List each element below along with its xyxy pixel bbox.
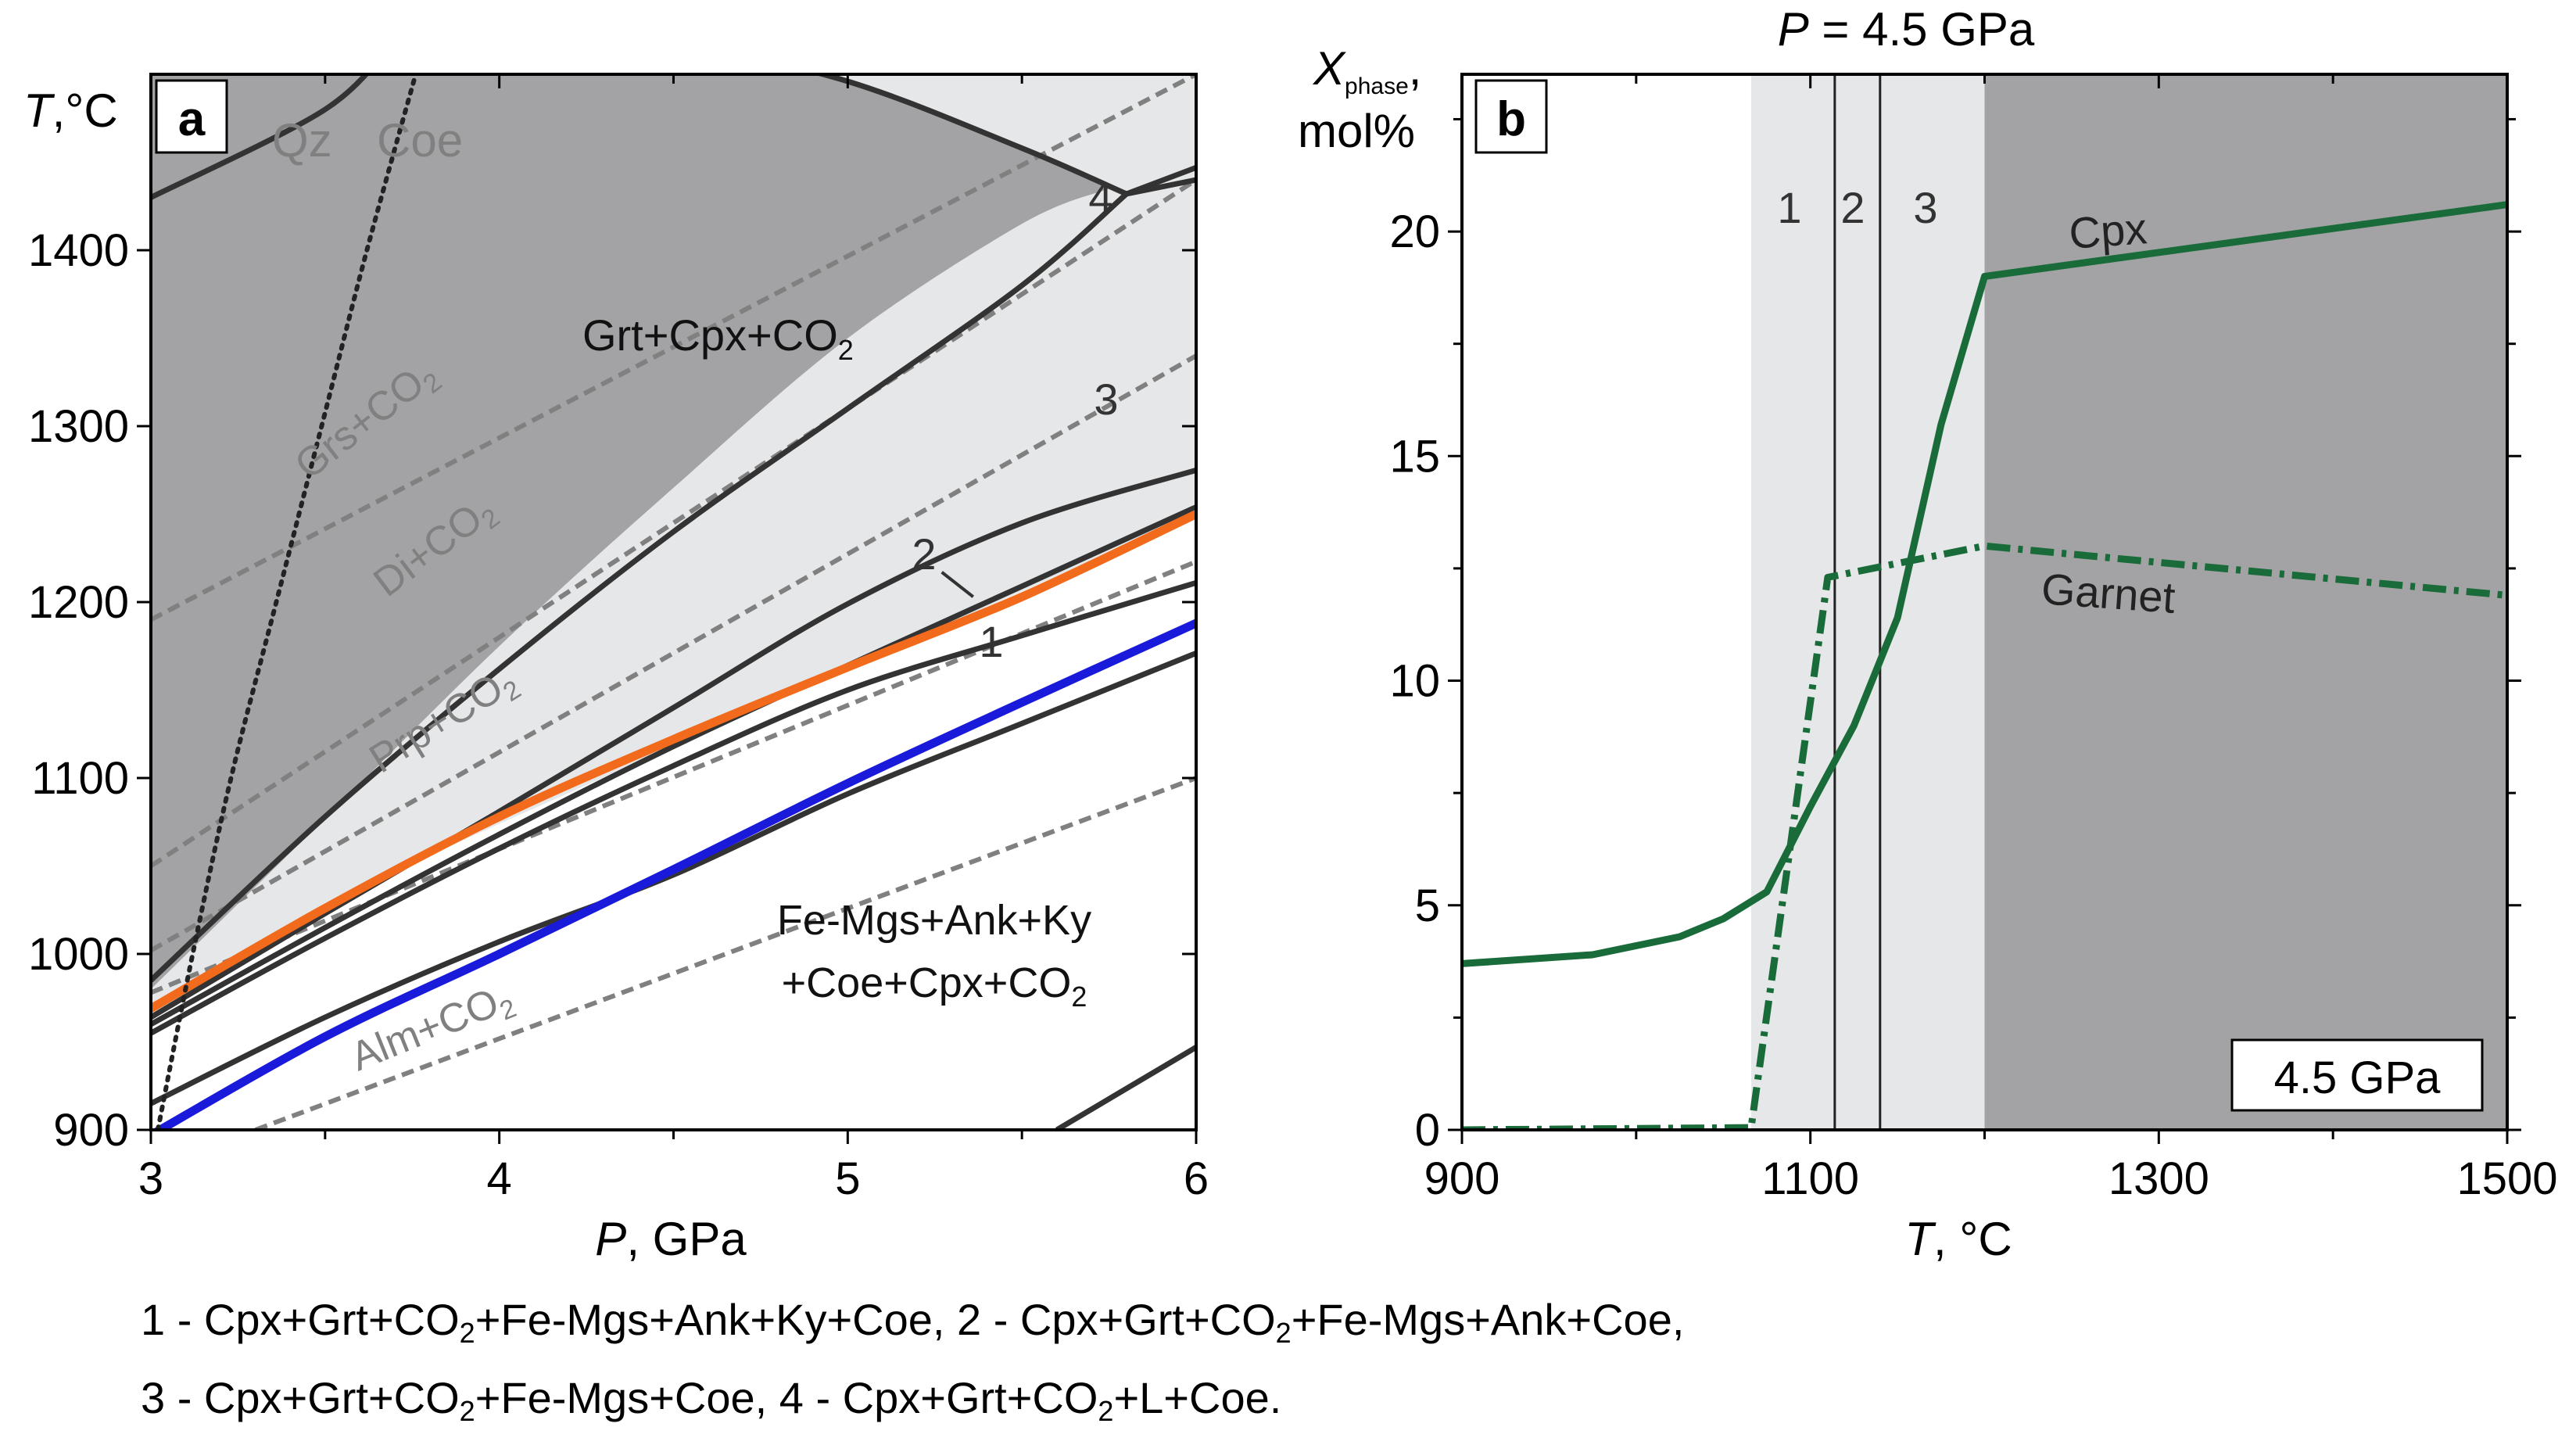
assemblage-label-line1: Fe-Mgs+Ank+Ky bbox=[777, 897, 1091, 944]
y-axis-label-b-unit: mol% bbox=[1298, 105, 1415, 157]
x-tick-label: 5 bbox=[835, 1153, 860, 1204]
field-boundaries bbox=[1833, 74, 1882, 1130]
qz-label: Qz bbox=[272, 114, 332, 167]
label-2-leader bbox=[940, 571, 975, 598]
y-tick-label: 20 bbox=[1389, 206, 1440, 257]
region-label-2: 2 bbox=[1840, 183, 1865, 232]
region-label-1: 1 bbox=[1777, 183, 1801, 232]
x-axis-label-a: P, GPa bbox=[595, 1213, 747, 1265]
x-axis-label-b: T, °C bbox=[1904, 1213, 2012, 1265]
y-tick-label: 900 bbox=[53, 1105, 129, 1156]
caption-subscript: 2 bbox=[459, 1317, 475, 1349]
panel-label-a: a bbox=[178, 92, 206, 146]
caption-text: +Fe-Mgs+Ank+Coe, bbox=[1291, 1295, 1685, 1344]
x-tick-label: 6 bbox=[1184, 1153, 1209, 1204]
field-number-3: 3 bbox=[1094, 375, 1118, 424]
caption-line-1: 1 - Cpx+Grt+CO2+Fe-Mgs+Ank+Ky+Coe, 2 - C… bbox=[141, 1294, 1684, 1350]
assemblage-label-line2: +Coe+Cpx+CO2 bbox=[782, 959, 1087, 1013]
y-tick-label: 1100 bbox=[31, 753, 129, 804]
pressure-box-label: 4.5 GPa bbox=[2274, 1052, 2442, 1103]
y-tick-label: 10 bbox=[1389, 656, 1440, 707]
boundary-line-8 bbox=[151, 651, 1196, 1106]
y-tick-label: 1400 bbox=[28, 225, 129, 276]
panel-b-title: P = 4.5 GPa bbox=[1778, 3, 2035, 56]
caption-text: +Fe-Mgs+Ank+Ky+Coe, 2 - Cpx+Grt+CO bbox=[475, 1295, 1276, 1344]
cpx-curve bbox=[1462, 201, 2507, 967]
orange-solidus-line bbox=[151, 510, 1196, 1013]
x-tick-label: 900 bbox=[1424, 1153, 1500, 1204]
x-tick-label: 1100 bbox=[1761, 1153, 1859, 1204]
caption-text: 3 - Cpx+Grt+CO bbox=[141, 1373, 460, 1422]
caption-subscript: 2 bbox=[1275, 1317, 1292, 1349]
field-number-2: 2 bbox=[912, 529, 936, 579]
y-tick-label: 5 bbox=[1415, 880, 1440, 931]
dashed-line-3 bbox=[151, 353, 1196, 953]
boundary-line-2 bbox=[812, 74, 1128, 197]
x-tick-label: 3 bbox=[138, 1153, 163, 1204]
panel-label-box bbox=[155, 79, 228, 154]
pressure-box bbox=[2230, 1038, 2484, 1112]
field-label-grt-cpx-co2: Grt+Cpx+CO2 bbox=[582, 310, 854, 366]
axis-ticks: 3 4 5 6 900 1000 1100 1200 1300 1400 bbox=[28, 74, 1209, 1204]
field-number-1: 1 bbox=[979, 617, 1003, 666]
axis-ticks: 900 1100 1300 1500 0 5 10 15 20 bbox=[1389, 74, 2558, 1204]
shaded-regions bbox=[1750, 74, 2507, 1130]
panel-a: 3 4 5 6 900 1000 1100 1200 1300 1400 a Qz Coe Grt… bbox=[23, 73, 1209, 1265]
caption-text: +Fe-Mgs+Coe, 4 - Cpx+Grt+CO bbox=[475, 1373, 1098, 1422]
dashed-line-2 bbox=[151, 177, 1196, 869]
boundary-line-9 bbox=[1055, 1045, 1196, 1130]
phase-boundaries bbox=[151, 74, 1196, 1130]
field-number-4: 4 bbox=[1088, 173, 1112, 222]
caption-subscript: 2 bbox=[459, 1395, 475, 1427]
series-label-garnet: Garnet bbox=[2040, 564, 2177, 622]
light-region bbox=[1750, 74, 1985, 1130]
qz-coe-line bbox=[155, 74, 418, 1130]
caption-subscript: 2 bbox=[1098, 1395, 1114, 1427]
panel-label-b: b bbox=[1496, 92, 1526, 146]
solidus-lines bbox=[151, 510, 1196, 1130]
series-label-cpx: Cpx bbox=[2067, 203, 2148, 258]
region-label-3: 3 bbox=[1913, 183, 1937, 232]
blue-solidus-line bbox=[151, 619, 1196, 1130]
y-tick-label: 1000 bbox=[28, 929, 129, 980]
alm-co2-label: Alm+CO2 bbox=[345, 974, 521, 1085]
caption-text: 1 - Cpx+Grt+CO bbox=[141, 1295, 460, 1344]
boundary-line-1 bbox=[151, 74, 370, 200]
dark-field bbox=[151, 74, 1109, 989]
caption-text: +L+Coe. bbox=[1113, 1373, 1282, 1422]
y-tick-label: 1200 bbox=[28, 577, 129, 628]
dashed-line-1 bbox=[151, 74, 1196, 622]
boundary-line-7 bbox=[151, 579, 1196, 1036]
panel-label-box bbox=[1474, 79, 1548, 154]
caption-line-2: 3 - Cpx+Grt+CO2+Fe-Mgs+Coe, 4 - Cpx+Grt+… bbox=[141, 1372, 1281, 1428]
dark-region bbox=[1984, 74, 2507, 1130]
y-tick-label: 1300 bbox=[28, 401, 129, 452]
boundary-line-5 bbox=[151, 467, 1196, 1020]
boundary-line-6 bbox=[151, 504, 1196, 1027]
y-tick-label: 0 bbox=[1415, 1105, 1440, 1156]
coe-label: Coe bbox=[377, 114, 463, 167]
x-tick-label: 1300 bbox=[2108, 1153, 2209, 1204]
boundary-line-4 bbox=[151, 192, 1129, 983]
y-axis-label-a: T,°C bbox=[23, 84, 118, 137]
boundary-line-10 bbox=[1126, 177, 1196, 197]
x-tick-label: 4 bbox=[487, 1153, 512, 1204]
y-tick-label: 15 bbox=[1389, 431, 1440, 482]
dashed-line-5 bbox=[254, 776, 1196, 1130]
x-tick-label: 1500 bbox=[2456, 1153, 2557, 1204]
y-axis-label-b: Xphase, bbox=[1312, 42, 1421, 99]
